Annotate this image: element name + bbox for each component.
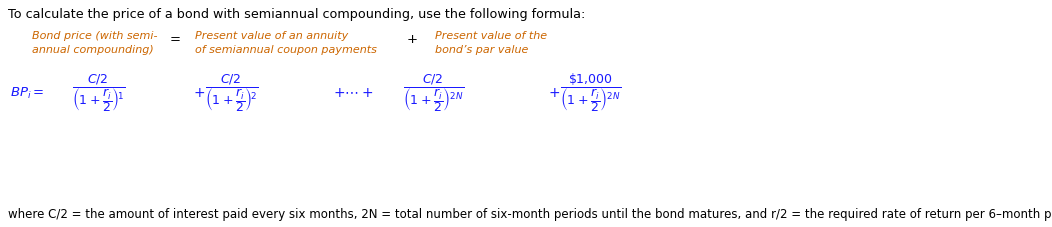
- Text: +: +: [406, 33, 418, 46]
- Text: annual compounding): annual compounding): [32, 45, 154, 55]
- Text: Present value of an annuity: Present value of an annuity: [195, 31, 348, 41]
- Text: $\dfrac{\$1{,}000}{\left(1+\dfrac{r_i}{2}\right)^{2N}}$: $\dfrac{\$1{,}000}{\left(1+\dfrac{r_i}{2…: [560, 71, 621, 114]
- Text: $+ \cdots +$: $+ \cdots +$: [333, 86, 373, 100]
- Text: bond’s par value: bond’s par value: [434, 45, 528, 55]
- Text: $\dfrac{C/2}{\left(1+\dfrac{r_i}{2}\right)^{\!2}}$: $\dfrac{C/2}{\left(1+\dfrac{r_i}{2}\righ…: [205, 72, 258, 114]
- Text: $+$: $+$: [193, 86, 205, 100]
- Text: $\dfrac{C/2}{\left(1+\dfrac{r_i}{2}\right)^{\!1}}$: $\dfrac{C/2}{\left(1+\dfrac{r_i}{2}\righ…: [72, 72, 125, 114]
- Text: Bond price (with semi-: Bond price (with semi-: [32, 31, 158, 41]
- Text: of semiannual coupon payments: of semiannual coupon payments: [195, 45, 377, 55]
- Text: $BP_i =$: $BP_i =$: [11, 85, 44, 100]
- Text: $\dfrac{C/2}{\left(1+\dfrac{r_i}{2}\right)^{2N}}$: $\dfrac{C/2}{\left(1+\dfrac{r_i}{2}\righ…: [403, 72, 464, 114]
- Text: where C/2 = the amount of interest paid every six months, 2N = total number of s: where C/2 = the amount of interest paid …: [8, 207, 1052, 220]
- Text: =: =: [169, 33, 181, 46]
- Text: Present value of the: Present value of the: [434, 31, 547, 41]
- Text: $+$: $+$: [548, 86, 560, 100]
- Text: To calculate the price of a bond with semiannual compounding, use the following : To calculate the price of a bond with se…: [8, 8, 585, 21]
